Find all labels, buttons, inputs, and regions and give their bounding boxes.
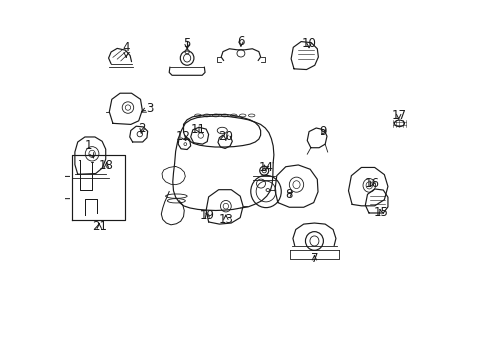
Text: 12: 12 [176, 130, 191, 144]
Text: 8: 8 [285, 188, 292, 201]
Text: 21: 21 [92, 220, 106, 233]
Text: 19: 19 [199, 210, 214, 222]
Text: 1: 1 [84, 139, 94, 158]
Text: 18: 18 [99, 159, 114, 172]
Text: 16: 16 [364, 177, 379, 190]
Text: 14: 14 [258, 161, 273, 174]
Text: 7: 7 [310, 252, 318, 265]
Text: 6: 6 [237, 35, 244, 49]
Text: 13: 13 [218, 213, 233, 226]
Text: 17: 17 [390, 109, 406, 122]
Text: 4: 4 [122, 41, 130, 57]
Text: 9: 9 [319, 125, 326, 138]
Text: 10: 10 [301, 36, 316, 50]
Text: 11: 11 [190, 123, 205, 136]
Text: 2: 2 [138, 122, 146, 135]
Text: 5: 5 [183, 37, 190, 50]
Text: 3: 3 [141, 102, 153, 115]
Text: 15: 15 [372, 206, 387, 219]
Text: 20: 20 [218, 130, 233, 144]
